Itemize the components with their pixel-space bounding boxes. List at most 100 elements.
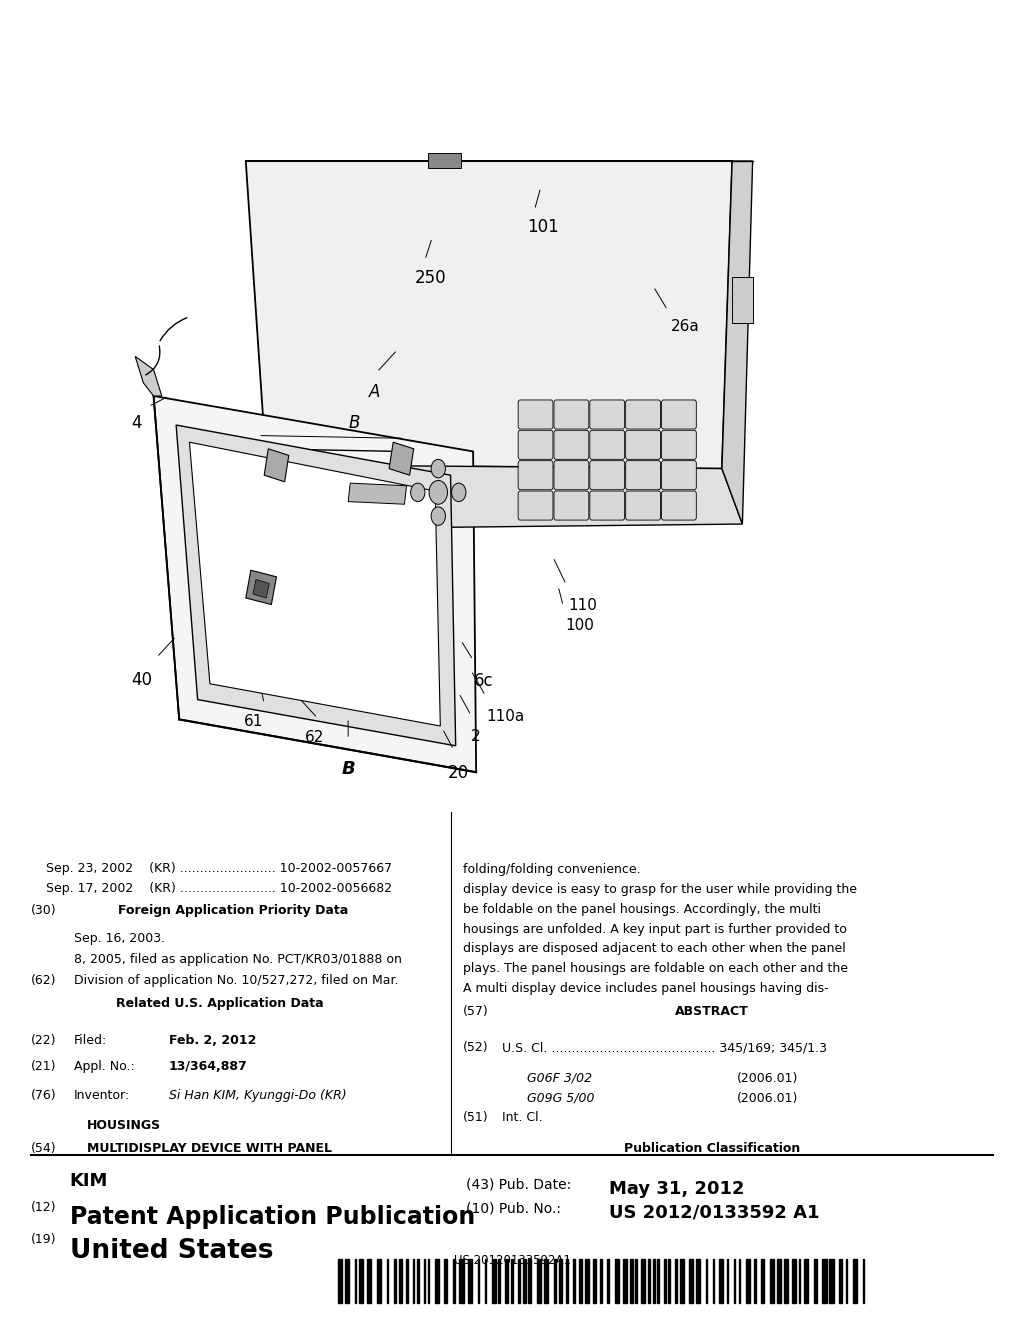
- Polygon shape: [266, 465, 742, 528]
- Bar: [630, 1259, 633, 1303]
- FancyBboxPatch shape: [554, 491, 589, 520]
- Bar: [713, 1259, 715, 1303]
- Text: (19): (19): [31, 1233, 56, 1246]
- FancyBboxPatch shape: [662, 461, 696, 490]
- Text: Inventor:: Inventor:: [74, 1089, 130, 1102]
- Text: A: A: [369, 383, 380, 401]
- Text: 250: 250: [415, 269, 446, 288]
- Bar: [762, 1259, 764, 1303]
- Bar: [829, 1259, 834, 1303]
- Text: Sep. 23, 2002    (KR) ........................ 10-2002-0057667: Sep. 23, 2002 (KR) .....................…: [46, 862, 392, 875]
- FancyBboxPatch shape: [590, 461, 625, 490]
- Bar: [600, 1259, 602, 1303]
- Text: (30): (30): [31, 904, 56, 917]
- Text: Int. Cl.: Int. Cl.: [502, 1111, 543, 1125]
- Bar: [657, 1259, 658, 1303]
- Bar: [460, 1259, 464, 1303]
- Text: U.S. Cl. ......................................... 345/169; 345/1.3: U.S. Cl. ...............................…: [502, 1041, 826, 1055]
- Text: housings are unfolded. A key input part is further provided to: housings are unfolded. A key input part …: [463, 923, 847, 936]
- Circle shape: [431, 459, 445, 478]
- Bar: [669, 1259, 670, 1303]
- Bar: [499, 1259, 500, 1303]
- Text: (21): (21): [31, 1060, 56, 1073]
- Bar: [783, 1259, 787, 1303]
- Bar: [544, 1259, 548, 1303]
- Polygon shape: [253, 579, 269, 598]
- Bar: [846, 1259, 847, 1303]
- Bar: [394, 1259, 396, 1303]
- Bar: [580, 1259, 582, 1303]
- Bar: [585, 1259, 589, 1303]
- Polygon shape: [428, 153, 461, 168]
- Bar: [523, 1259, 525, 1303]
- Text: Sep. 16, 2003.: Sep. 16, 2003.: [74, 932, 165, 945]
- Bar: [338, 1259, 342, 1303]
- Text: 100: 100: [565, 618, 594, 632]
- Text: Publication Classification: Publication Classification: [624, 1142, 800, 1155]
- Bar: [368, 1259, 372, 1303]
- Text: MULTIDISPLAY DEVICE WITH PANEL: MULTIDISPLAY DEVICE WITH PANEL: [87, 1142, 332, 1155]
- Bar: [453, 1259, 456, 1303]
- Text: G09G 5/00: G09G 5/00: [527, 1092, 595, 1105]
- Bar: [511, 1259, 513, 1303]
- Bar: [814, 1259, 817, 1303]
- FancyBboxPatch shape: [626, 430, 660, 459]
- FancyBboxPatch shape: [590, 491, 625, 520]
- Text: Sep. 17, 2002    (KR) ........................ 10-2002-0056682: Sep. 17, 2002 (KR) .....................…: [46, 882, 392, 895]
- Text: (22): (22): [31, 1034, 56, 1047]
- Text: B: B: [341, 760, 355, 779]
- Bar: [492, 1259, 496, 1303]
- Polygon shape: [246, 570, 276, 605]
- FancyBboxPatch shape: [518, 491, 553, 520]
- Bar: [406, 1259, 409, 1303]
- Bar: [377, 1259, 381, 1303]
- FancyBboxPatch shape: [662, 430, 696, 459]
- Text: 8, 2005, filed as application No. PCT/KR03/01888 on: 8, 2005, filed as application No. PCT/KR…: [74, 953, 401, 966]
- FancyBboxPatch shape: [590, 430, 625, 459]
- Bar: [777, 1259, 781, 1303]
- FancyBboxPatch shape: [662, 491, 696, 520]
- Bar: [468, 1259, 472, 1303]
- Text: G06F 3/02: G06F 3/02: [527, 1072, 593, 1085]
- Bar: [444, 1259, 447, 1303]
- Bar: [506, 1259, 508, 1303]
- Bar: [554, 1259, 556, 1303]
- Text: 2: 2: [471, 729, 480, 743]
- Bar: [614, 1259, 618, 1303]
- Circle shape: [429, 480, 447, 504]
- Text: 13/364,887: 13/364,887: [169, 1060, 248, 1073]
- Polygon shape: [135, 356, 162, 396]
- Text: Patent Application Publication: Patent Application Publication: [70, 1205, 475, 1229]
- Bar: [863, 1259, 864, 1303]
- FancyBboxPatch shape: [590, 400, 625, 429]
- Text: 110a: 110a: [486, 709, 524, 723]
- Text: Appl. No.:: Appl. No.:: [74, 1060, 134, 1073]
- FancyBboxPatch shape: [626, 461, 660, 490]
- Text: May 31, 2012: May 31, 2012: [609, 1180, 744, 1199]
- Text: Si Han KIM, Kyunggi-Do (KR): Si Han KIM, Kyunggi-Do (KR): [169, 1089, 346, 1102]
- Text: Foreign Application Priority Data: Foreign Application Priority Data: [118, 904, 348, 917]
- Bar: [434, 1259, 438, 1303]
- Bar: [636, 1259, 637, 1303]
- Text: 62: 62: [305, 730, 325, 744]
- Bar: [387, 1259, 388, 1303]
- Circle shape: [431, 507, 445, 525]
- Bar: [696, 1259, 700, 1303]
- Bar: [358, 1259, 362, 1303]
- Bar: [755, 1259, 756, 1303]
- Bar: [680, 1259, 684, 1303]
- FancyBboxPatch shape: [554, 461, 589, 490]
- Text: 20: 20: [447, 764, 469, 783]
- Text: 26a: 26a: [671, 319, 699, 334]
- Polygon shape: [732, 277, 753, 323]
- Bar: [417, 1259, 420, 1303]
- Text: KIM: KIM: [70, 1172, 108, 1191]
- FancyBboxPatch shape: [518, 430, 553, 459]
- Text: (54): (54): [31, 1142, 56, 1155]
- Text: Division of application No. 10/527,272, filed on Mar.: Division of application No. 10/527,272, …: [74, 974, 398, 987]
- Bar: [641, 1259, 645, 1303]
- Polygon shape: [154, 396, 476, 772]
- Polygon shape: [722, 161, 753, 524]
- Text: HOUSINGS: HOUSINGS: [87, 1119, 161, 1133]
- Text: (2006.01): (2006.01): [737, 1072, 799, 1085]
